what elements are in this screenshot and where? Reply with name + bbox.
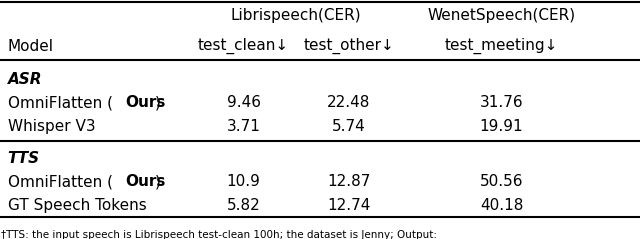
- Text: TTS: TTS: [8, 151, 40, 166]
- Text: 3.71: 3.71: [227, 119, 260, 134]
- Text: 5.82: 5.82: [227, 198, 260, 213]
- Text: Ours: Ours: [125, 95, 166, 110]
- Text: Ours: Ours: [125, 174, 166, 189]
- Text: WenetSpeech(CER): WenetSpeech(CER): [428, 8, 575, 23]
- Text: 12.87: 12.87: [327, 174, 371, 189]
- Text: 22.48: 22.48: [327, 95, 371, 110]
- Text: 50.56: 50.56: [480, 174, 524, 189]
- Text: 31.76: 31.76: [480, 95, 524, 110]
- Text: Model: Model: [8, 39, 54, 54]
- Text: 5.74: 5.74: [332, 119, 365, 134]
- Text: ASR: ASR: [8, 72, 42, 87]
- Text: 9.46: 9.46: [227, 95, 260, 110]
- Text: OmniFlatten (: OmniFlatten (: [8, 95, 113, 110]
- Text: ): ): [155, 95, 161, 110]
- Text: 10.9: 10.9: [227, 174, 260, 189]
- Text: 12.74: 12.74: [327, 198, 371, 213]
- Text: 40.18: 40.18: [480, 198, 524, 213]
- Text: ): ): [155, 174, 161, 189]
- Text: test_other↓: test_other↓: [303, 38, 394, 54]
- Text: test_meeting↓: test_meeting↓: [445, 38, 558, 54]
- Text: Librispeech(CER): Librispeech(CER): [230, 8, 361, 23]
- Text: †TTS: the input speech is Librispeech test-clean 100h; the dataset is Jenny; Out: †TTS: the input speech is Librispeech te…: [1, 230, 437, 239]
- Text: Whisper V3: Whisper V3: [8, 119, 95, 134]
- Text: 19.91: 19.91: [480, 119, 524, 134]
- Text: test_clean↓: test_clean↓: [198, 38, 289, 54]
- Text: GT Speech Tokens: GT Speech Tokens: [8, 198, 147, 213]
- Text: OmniFlatten (: OmniFlatten (: [8, 174, 113, 189]
